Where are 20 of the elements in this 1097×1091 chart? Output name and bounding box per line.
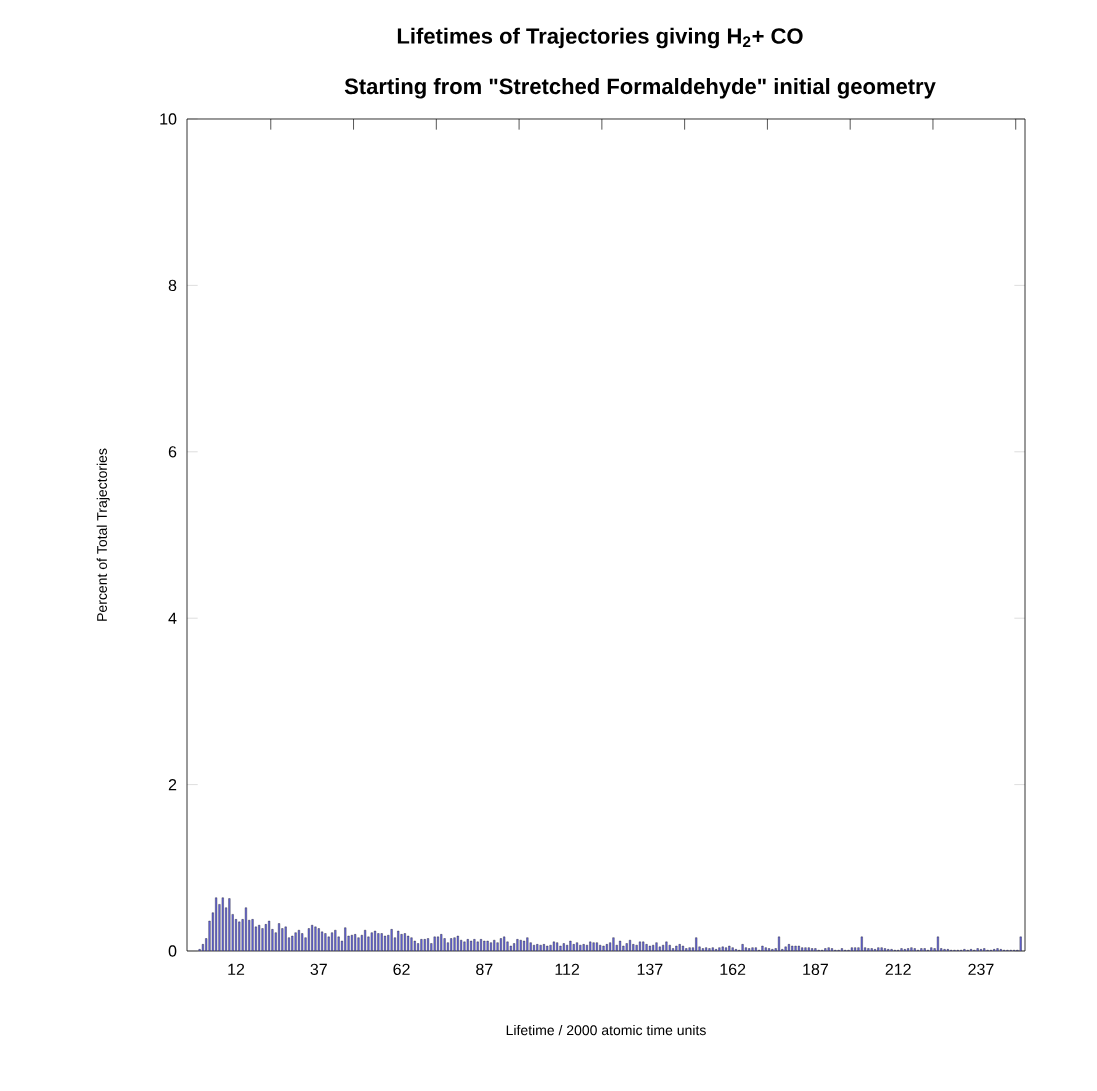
y-tick-label: 0 xyxy=(168,945,177,957)
chart-subtitle: Starting from "Stretched Formaldehyde" initial geometry xyxy=(344,78,936,99)
x-axis-title: Lifetime / 2000 atomic time units xyxy=(506,1024,706,1036)
y-tick-label: 6 xyxy=(168,446,177,458)
y-axis-title: Percent of Total Trajectories xyxy=(96,448,110,621)
chart-title: Lifetimes of Trajectories giving H$_{2}$+ CO xyxy=(397,27,803,49)
y-tick-label: 10 xyxy=(160,113,177,125)
y-tick-label: 4 xyxy=(168,612,177,624)
y-tick-label: 8 xyxy=(168,279,177,292)
y-tick-label: 2 xyxy=(168,779,177,791)
x-tick-label: 162 xyxy=(720,963,746,976)
x-tick-label: 137 xyxy=(637,963,663,976)
x-tick-label: 87 xyxy=(476,963,493,976)
x-tick-label: 62 xyxy=(393,963,410,976)
x-tick-label: 112 xyxy=(555,963,580,975)
x-tick-label: 37 xyxy=(310,963,327,976)
x-tick-label: 12 xyxy=(228,963,245,975)
x-tick-label: 187 xyxy=(803,963,828,976)
x-tick-label: 212 xyxy=(885,963,911,975)
x-tick-label: 237 xyxy=(968,963,994,976)
